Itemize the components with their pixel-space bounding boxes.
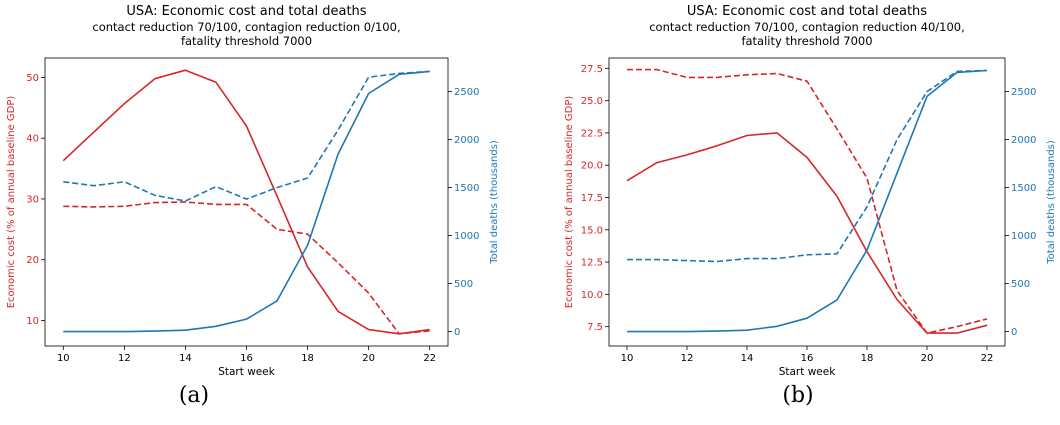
y-left-tick-label: 12.5 — [581, 258, 603, 269]
y-left-tick-label: 30 — [26, 194, 39, 205]
y-right-tick-label: 2500 — [454, 87, 479, 98]
chart-subtitle-line: contact reduction 70/100, contagion redu… — [649, 20, 965, 34]
y-right-tick-label: 500 — [454, 279, 473, 290]
y-left-tick-label: 15.0 — [581, 225, 603, 236]
panel-caption: (b) — [782, 383, 813, 408]
chart-subtitle-line: contact reduction 70/100, contagion redu… — [92, 20, 400, 34]
chart-subtitle-line: fatality threshold 7000 — [181, 34, 312, 48]
chart-subtitle-line: fatality threshold 7000 — [741, 34, 872, 48]
y-right-tick-label: 1000 — [454, 231, 479, 242]
x-tick-label: 12 — [681, 353, 694, 364]
y-right-tick-label: 1500 — [454, 183, 479, 194]
chart-title: USA: Economic cost and total deaths — [687, 4, 927, 19]
x-tick-label: 20 — [362, 353, 375, 364]
chart-title: USA: Economic cost and total deaths — [126, 4, 366, 19]
x-tick-label: 16 — [801, 353, 814, 364]
y-left-axis-label: Economic cost (% of annual baseline GDP) — [6, 96, 17, 309]
x-tick-label: 10 — [57, 353, 70, 364]
y-left-tick-label: 50 — [26, 73, 39, 84]
series-line-left-solid — [62, 69, 430, 335]
y-left-tick-label: 22.5 — [581, 128, 603, 139]
y-right-tick-label: 0 — [454, 327, 460, 338]
y-left-tick-label: 10.0 — [581, 290, 603, 301]
y-right-tick-label: 2000 — [1011, 135, 1036, 146]
series-line-left-dashed — [63, 201, 430, 335]
x-tick-label: 22 — [981, 353, 994, 364]
y-left-tick-label: 40 — [26, 134, 39, 145]
x-tick-label: 18 — [301, 353, 314, 364]
y-right-tick-label: 2500 — [1011, 87, 1036, 98]
panel-caption: (a) — [179, 383, 209, 408]
y-right-axis-label: Total deaths (thousands) — [489, 140, 500, 265]
series-line-right-solid — [627, 69, 988, 333]
y-right-tick-label: 500 — [1011, 279, 1030, 290]
x-tick-label: 14 — [179, 353, 192, 364]
y-left-tick-label: 10 — [26, 316, 39, 327]
y-right-tick-label: 0 — [1011, 327, 1017, 338]
series-line-left-solid — [626, 132, 988, 334]
x-tick-label: 20 — [921, 353, 934, 364]
y-right-axis-label: Total deaths (thousands) — [1046, 140, 1057, 265]
series-line-left-dashed — [627, 68, 988, 334]
y-right-tick-label: 2000 — [454, 135, 479, 146]
x-axis-label: Start week — [779, 366, 836, 378]
series-line-right-dashed — [63, 70, 430, 202]
x-tick-label: 18 — [861, 353, 874, 364]
y-right-tick-label: 1000 — [1011, 231, 1036, 242]
x-tick-label: 22 — [423, 353, 436, 364]
x-tick-label: 10 — [621, 353, 634, 364]
plot-frame — [608, 57, 1006, 347]
series-line-right-solid — [63, 70, 430, 333]
y-left-tick-label: 17.5 — [581, 193, 603, 204]
x-axis-label: Start week — [218, 366, 275, 378]
plot-frame — [44, 57, 449, 347]
y-left-tick-label: 27.5 — [581, 64, 603, 75]
y-right-tick-label: 1500 — [1011, 183, 1036, 194]
x-tick-label: 12 — [118, 353, 131, 364]
y-left-tick-label: 7.5 — [587, 322, 603, 333]
y-left-tick-label: 20 — [26, 255, 39, 266]
y-left-axis-label: Economic cost (% of annual baseline GDP) — [564, 96, 575, 309]
y-left-tick-label: 20.0 — [581, 161, 603, 172]
y-left-tick-label: 25.0 — [581, 96, 603, 107]
x-tick-label: 14 — [741, 353, 754, 364]
x-tick-label: 16 — [240, 353, 253, 364]
series-line-right-dashed — [627, 69, 988, 263]
